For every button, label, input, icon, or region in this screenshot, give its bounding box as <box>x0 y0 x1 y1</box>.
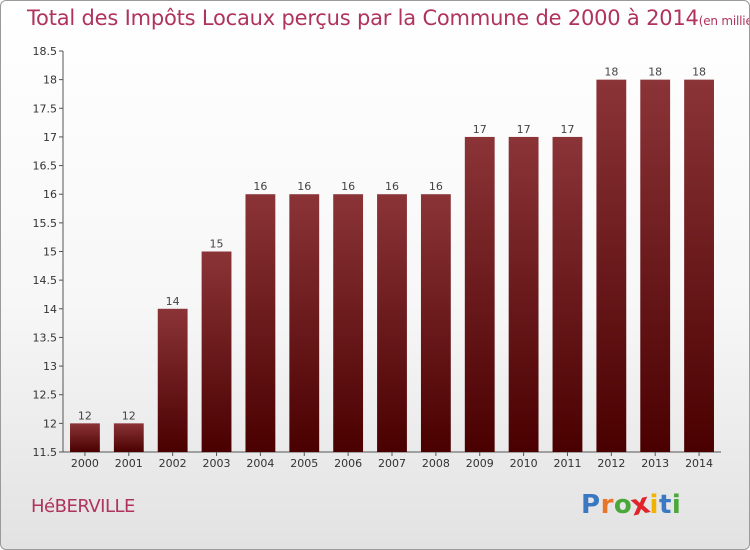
logo-letter: r <box>600 490 614 520</box>
x-tick-label: 2005 <box>290 457 318 470</box>
y-tick-label: 17 <box>43 131 57 144</box>
bar-value-label: 16 <box>297 180 311 193</box>
bar <box>684 79 714 453</box>
proxiti-logo: Proxiti <box>581 487 682 523</box>
x-tick-label: 2014 <box>685 457 713 470</box>
bar-value-label: 18 <box>648 66 662 79</box>
bar <box>289 194 320 452</box>
x-tick-label: 2000 <box>71 457 99 470</box>
bar <box>245 194 276 452</box>
x-tick-label: 2003 <box>203 457 231 470</box>
bar <box>640 79 671 453</box>
bar <box>552 136 583 452</box>
commune-name: HéBERVILLE <box>31 496 135 517</box>
bar-value-label: 17 <box>517 123 531 136</box>
bar <box>377 194 407 452</box>
y-tick-label: 11.5 <box>33 446 58 459</box>
y-tick-label: 14 <box>43 303 57 316</box>
bar <box>420 194 451 452</box>
bar-value-label: 16 <box>341 180 355 193</box>
y-tick-label: 15 <box>43 246 57 259</box>
y-tick-label: 14.5 <box>33 274 58 287</box>
bar-value-label: 14 <box>166 295 180 308</box>
bar <box>464 136 495 452</box>
logo-letter: i <box>649 490 659 520</box>
bar-value-label: 15 <box>210 238 224 251</box>
bar <box>70 423 100 452</box>
logo-letter: o <box>613 490 633 520</box>
bar <box>333 194 364 452</box>
bar <box>157 308 188 452</box>
bar-value-label: 18 <box>692 66 706 79</box>
x-axis: 2000 2001 2002 2003 2004 2005 2006 2007 2008 2009… <box>63 451 721 470</box>
y-tick-label: 18 <box>43 74 57 87</box>
x-tick-label: 2009 <box>466 457 494 470</box>
y-tick-label: 16 <box>43 188 57 201</box>
x-tick-label: 2010 <box>510 457 538 470</box>
logo-letter: P <box>581 490 601 520</box>
y-tick-label: 15.5 <box>33 217 58 230</box>
y-tick-label: 16.5 <box>33 160 58 173</box>
x-tick-label: 2007 <box>378 457 406 470</box>
x-tick-label: 2004 <box>246 457 274 470</box>
bar-value-label: 16 <box>253 180 267 193</box>
x-tick-label: 2006 <box>334 457 362 470</box>
x-tick-label: 2001 <box>115 457 143 470</box>
x-tick-label: 2002 <box>159 457 187 470</box>
bar-value-label: 12 <box>122 409 136 422</box>
x-tick-label: 2008 <box>422 457 450 470</box>
bar <box>596 79 627 453</box>
logo-letter: t <box>658 490 672 520</box>
bar-value-label: 12 <box>78 409 92 422</box>
y-tick-label: 13.5 <box>33 331 58 344</box>
title-text: Total des Impôts Locaux perçus par la Co… <box>27 6 699 30</box>
y-tick-label: 12.5 <box>33 389 58 402</box>
y-tick-label: 18.5 <box>33 45 58 58</box>
y-axis: 11.5 12 12.5 13 13.5 14 14.5 15 15.5 16 16.5 17 17.5… <box>33 45 64 459</box>
bar <box>508 136 539 452</box>
bar-value-label: 17 <box>473 123 487 136</box>
bars: 12 12 14 15 16 16 16 16 16 17 17 17 18 18 18 <box>70 66 714 453</box>
y-tick-label: 12 <box>43 417 57 430</box>
bar-value-label: 16 <box>429 180 443 193</box>
bar <box>201 251 232 452</box>
bar-value-label: 18 <box>604 66 618 79</box>
logo-letter: i <box>671 490 682 520</box>
title-unit: (en milliers d'€) <box>698 14 749 28</box>
y-tick-label: 13 <box>43 360 57 373</box>
bar-value-label: 16 <box>385 180 399 193</box>
bar-value-label: 17 <box>560 123 574 136</box>
bar <box>113 423 144 452</box>
x-tick-label: 2013 <box>641 457 669 470</box>
y-tick-label: 17.5 <box>33 102 58 115</box>
x-tick-label: 2011 <box>553 457 581 470</box>
chart-title: Total des Impôts Locaux perçus par la Co… <box>27 6 749 30</box>
x-tick-label: 2012 <box>597 457 625 470</box>
